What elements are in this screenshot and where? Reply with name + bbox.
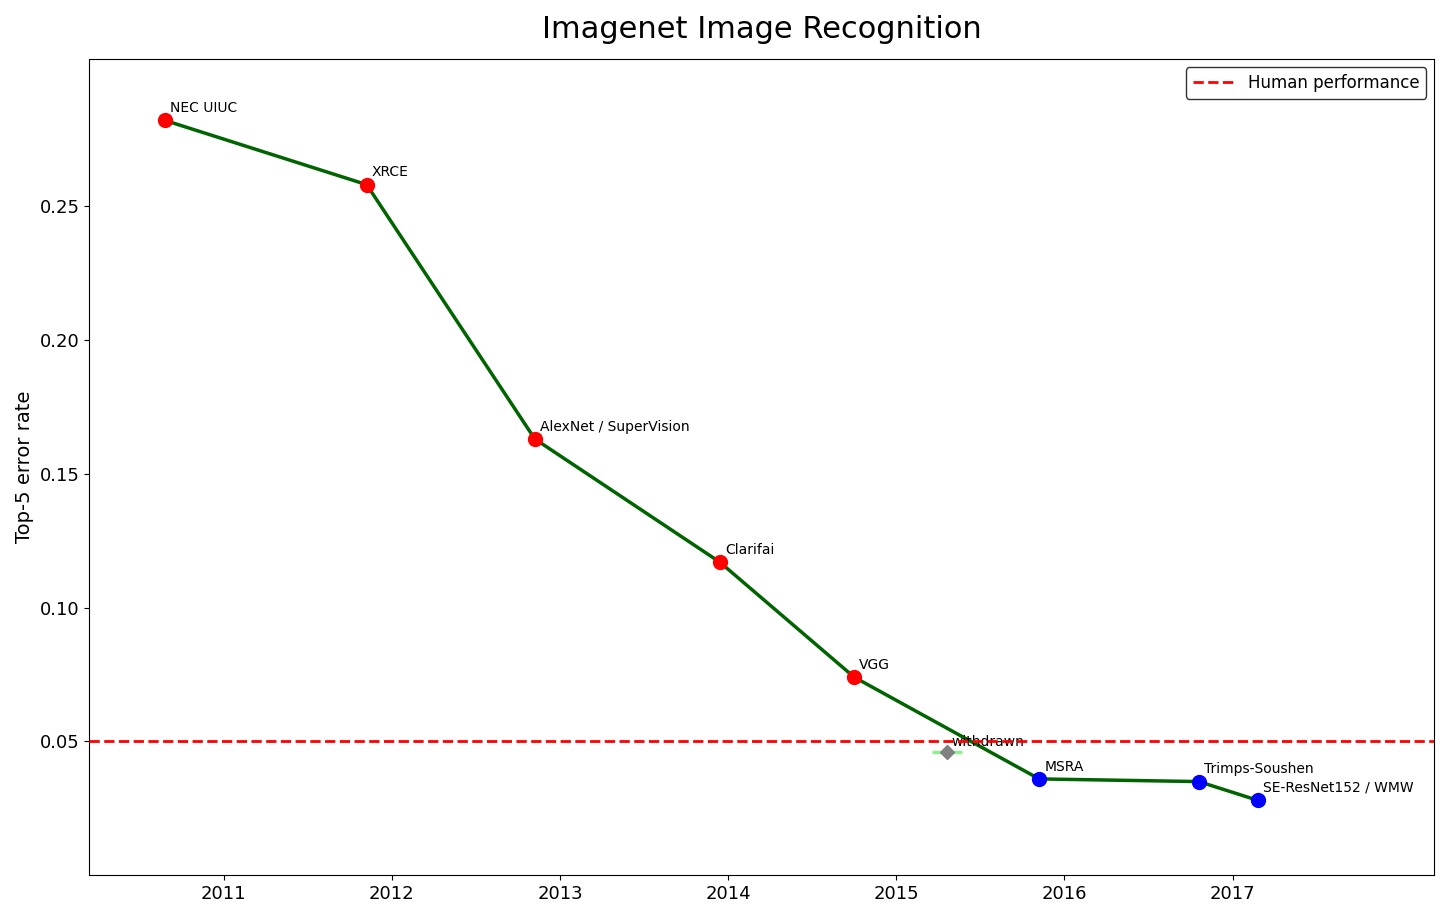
Text: SE-ResNet152 / WMW: SE-ResNet152 / WMW bbox=[1262, 781, 1414, 795]
Legend: Human performance: Human performance bbox=[1187, 67, 1425, 98]
Text: withdrawn: withdrawn bbox=[952, 735, 1025, 749]
Text: XRCE: XRCE bbox=[371, 165, 409, 179]
Text: VGG: VGG bbox=[859, 658, 890, 672]
Y-axis label: Top-5 error rate: Top-5 error rate bbox=[15, 391, 33, 543]
Title: Imagenet Image Recognition: Imagenet Image Recognition bbox=[542, 15, 981, 44]
Text: MSRA: MSRA bbox=[1044, 759, 1083, 774]
Text: Trimps-Soushen: Trimps-Soushen bbox=[1204, 762, 1313, 777]
Text: Clarifai: Clarifai bbox=[725, 543, 775, 556]
Text: NEC UIUC: NEC UIUC bbox=[170, 101, 237, 115]
Text: AlexNet / SuperVision: AlexNet / SuperVision bbox=[540, 420, 690, 433]
